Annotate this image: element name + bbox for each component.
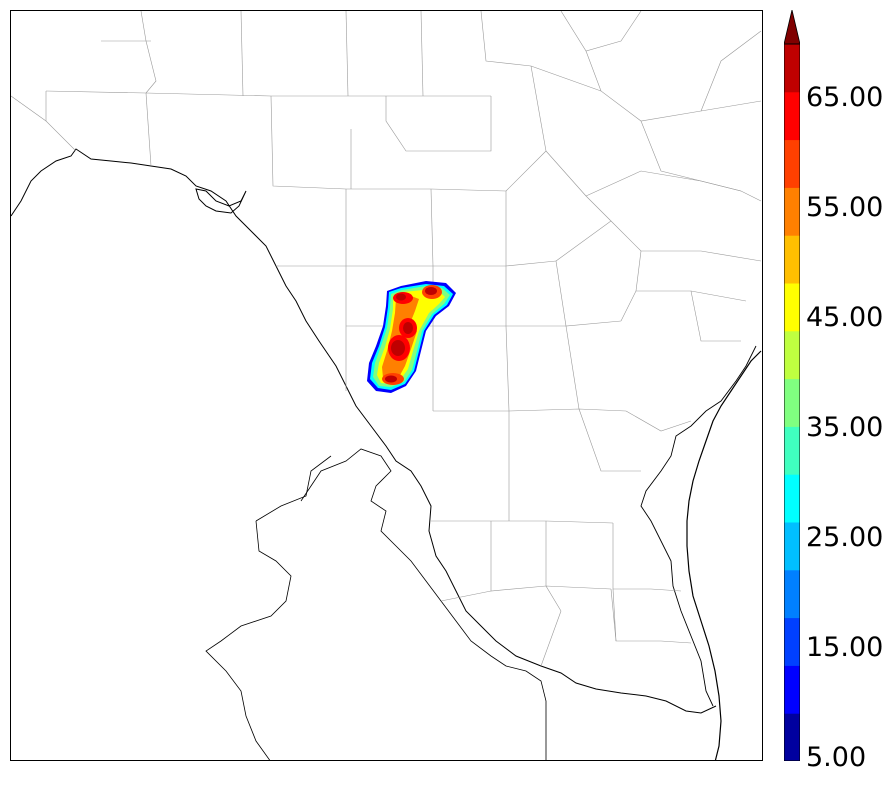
colorbar-arrow-border xyxy=(784,10,800,45)
precip-cluster xyxy=(367,281,456,393)
precip-core-3-inner xyxy=(403,322,413,334)
colorbar-label-55: 55.00 xyxy=(806,192,884,223)
colorbar xyxy=(784,10,800,761)
colorbar-segment xyxy=(784,91,800,141)
colorbar-label-15: 15.00 xyxy=(806,632,884,663)
reservoir-outline xyxy=(195,188,247,214)
colorbar-segment xyxy=(784,235,800,284)
colorbar-segment xyxy=(784,44,800,93)
bay-outline xyxy=(640,345,757,707)
border-line xyxy=(11,148,717,714)
colorbar-segment xyxy=(784,330,800,380)
mexico-state-line-west xyxy=(205,455,332,760)
colorbar-segment xyxy=(784,426,800,475)
colorbar-label-35: 35.00 xyxy=(806,412,884,443)
precip-core-2-inner xyxy=(425,287,437,295)
colorbar-segment xyxy=(784,187,800,236)
colorbar-segment xyxy=(784,665,800,714)
precip-core-1-inner xyxy=(396,293,406,301)
map-svg xyxy=(11,11,762,760)
map-panel xyxy=(10,10,763,761)
colorbar-segments xyxy=(784,44,800,761)
mexico-state-line xyxy=(300,448,547,760)
colorbar-segment xyxy=(784,522,800,571)
colorbar-segment xyxy=(784,283,800,332)
colorbar-extend-arrow xyxy=(784,10,800,44)
colorbar-segment xyxy=(784,139,800,188)
coastline xyxy=(686,350,762,760)
colorbar-segment xyxy=(784,474,800,523)
precip-core-5-inner xyxy=(385,375,397,383)
colorbar-label-65: 65.00 xyxy=(806,82,884,113)
colorbar-label-25: 25.00 xyxy=(806,522,884,553)
colorbar-segment xyxy=(784,378,800,427)
colorbar-segment xyxy=(784,617,800,666)
colorbar-segment xyxy=(784,569,800,619)
colorbar-label-5: 5.00 xyxy=(806,742,867,773)
colorbar-segment xyxy=(784,713,800,761)
colorbar-label-45: 45.00 xyxy=(806,302,884,333)
precip-core-4-inner xyxy=(391,340,405,356)
